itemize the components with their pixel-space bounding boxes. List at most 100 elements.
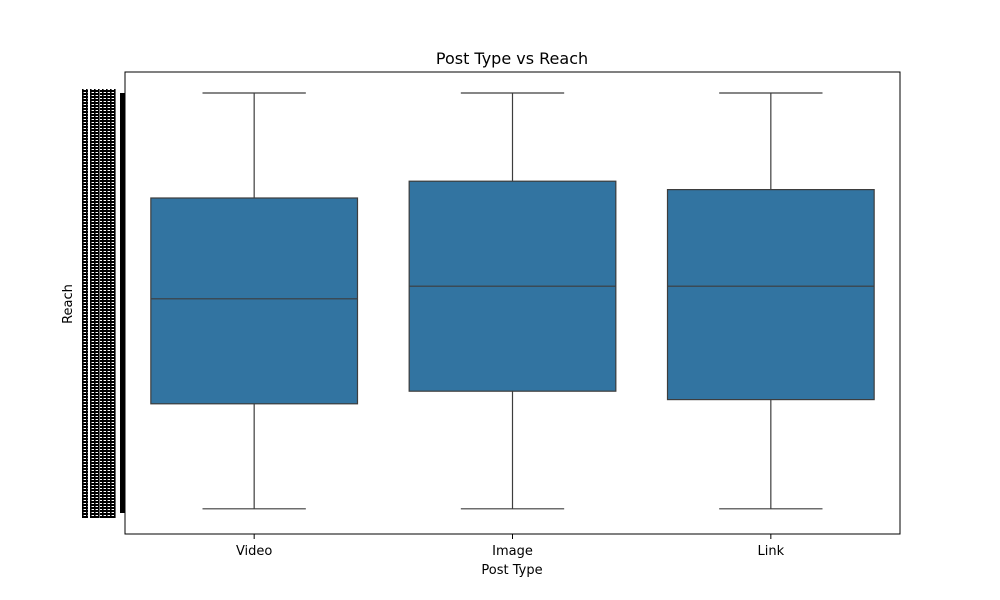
y-tick-glyph: [100, 315, 108, 317]
y-tick-glyph: [82, 291, 88, 293]
y-tick-glyph: [82, 264, 88, 266]
y-tick-glyph: [82, 135, 88, 137]
y-tick-glyph: [82, 465, 88, 467]
y-tick-glyph: [100, 456, 108, 458]
y-tick-glyph: [82, 393, 88, 395]
y-tick-glyph: [100, 309, 108, 311]
y-tick-glyph: [82, 270, 88, 272]
y-tick-glyph: [100, 465, 108, 467]
y-tick-glyph: [82, 507, 88, 509]
y-tick-glyph: [100, 147, 108, 149]
y-tick-glyph: [82, 354, 88, 356]
y-tick-glyph: [100, 318, 108, 320]
y-tick-glyph: [82, 129, 88, 131]
y-tick-glyph: [82, 366, 88, 368]
y-tick-glyph: [100, 516, 108, 518]
y-tick-glyph: [100, 321, 108, 323]
y-tick-glyph: [82, 219, 88, 221]
y-tick-glyph: [100, 432, 108, 434]
y-tick-glyph: [82, 378, 88, 380]
y-tick-glyph: [100, 126, 108, 128]
y-tick-glyph: [100, 276, 108, 278]
y-tick-glyph: [82, 324, 88, 326]
y-tick-glyph: [82, 447, 88, 449]
y-tick-glyph: [100, 123, 108, 125]
y-tick-glyph: [82, 510, 88, 512]
y-tick-glyph: [100, 258, 108, 260]
y-tick-glyph: [100, 303, 108, 305]
y-tick-glyph: [82, 315, 88, 317]
y-tick-glyph: [100, 285, 108, 287]
y-tick-glyph: [82, 132, 88, 134]
y-tick-glyph: [82, 444, 88, 446]
y-tick-glyph: [102, 89, 104, 518]
y-tick-glyph: [82, 255, 88, 257]
x-tick-label-video: Video: [236, 544, 272, 559]
y-tick-glyph: [100, 99, 108, 101]
y-tick-glyph: [100, 267, 108, 269]
y-tick-glyph: [100, 129, 108, 131]
y-tick-glyph: [82, 288, 88, 290]
y-tick-glyph: [82, 384, 88, 386]
y-tick-glyph: [82, 267, 88, 269]
y-tick-glyph: [82, 453, 88, 455]
y-tick-glyph: [100, 111, 108, 113]
y-tick-glyph: [82, 387, 88, 389]
box-video: [150, 197, 359, 405]
y-tick-glyph: [82, 126, 88, 128]
y-tick-glyph: [82, 222, 88, 224]
x-tick-label-image: Image: [492, 544, 533, 559]
chart-title: Post Type vs Reach: [436, 49, 588, 68]
y-tick-glyph: [82, 240, 88, 242]
y-tick-glyph: [82, 501, 88, 503]
y-tick-glyph: [82, 183, 88, 185]
y-tick-glyph: [100, 501, 108, 503]
y-tick-glyph: [82, 306, 88, 308]
y-tick-glyph: [82, 432, 88, 434]
y-tick-glyph: [82, 477, 88, 479]
y-tick-glyph: [100, 450, 108, 452]
y-axis-tick-marks: [120, 93, 125, 513]
y-tick-glyph: [100, 255, 108, 257]
y-tick-glyph: [100, 102, 108, 104]
y-tick-glyph: [82, 165, 88, 167]
y-tick-glyph: [100, 270, 108, 272]
y-tick-glyph: [82, 213, 88, 215]
y-tick-glyph: [100, 246, 108, 248]
y-tick-glyph: [100, 282, 108, 284]
y-tick-glyph: [82, 120, 88, 122]
boxes-group: [150, 92, 875, 510]
y-tick-glyph: [100, 405, 108, 407]
y-tick-glyph: [100, 330, 108, 332]
y-tick-glyph: [82, 282, 88, 284]
y-tick-glyph: [82, 102, 88, 104]
y-tick-glyph: [100, 195, 108, 197]
y-tick-glyph: [82, 300, 88, 302]
y-tick-glyph: [82, 402, 88, 404]
y-tick-glyph: [100, 204, 108, 206]
y-tick-glyph: [100, 300, 108, 302]
y-tick-glyph: [100, 312, 108, 314]
y-tick-glyph: [82, 93, 88, 95]
y-tick-glyph: [106, 89, 108, 518]
y-tick-glyph: [82, 303, 88, 305]
y-tick-glyph: [100, 336, 108, 338]
y-tick-glyph: [100, 429, 108, 431]
y-tick-glyph: [82, 171, 88, 173]
y-tick-glyph: [100, 264, 108, 266]
y-tick-glyph: [82, 108, 88, 110]
y-tick-glyph: [100, 93, 108, 95]
y-tick-glyph: [82, 396, 88, 398]
y-tick-glyph: [100, 378, 108, 380]
y-tick-glyph: [82, 261, 88, 263]
y-tick-glyph: [82, 351, 88, 353]
y-tick-glyph: [82, 471, 88, 473]
y-tick-glyph: [82, 174, 88, 176]
y-tick-glyph: [82, 333, 88, 335]
y-tick-glyph: [100, 366, 108, 368]
y-tick-glyph: [100, 273, 108, 275]
y-axis-label: Reach: [61, 284, 76, 324]
x-axis-label: Post Type: [481, 563, 542, 578]
y-tick-glyph: [82, 276, 88, 278]
y-tick-glyph: [100, 171, 108, 173]
